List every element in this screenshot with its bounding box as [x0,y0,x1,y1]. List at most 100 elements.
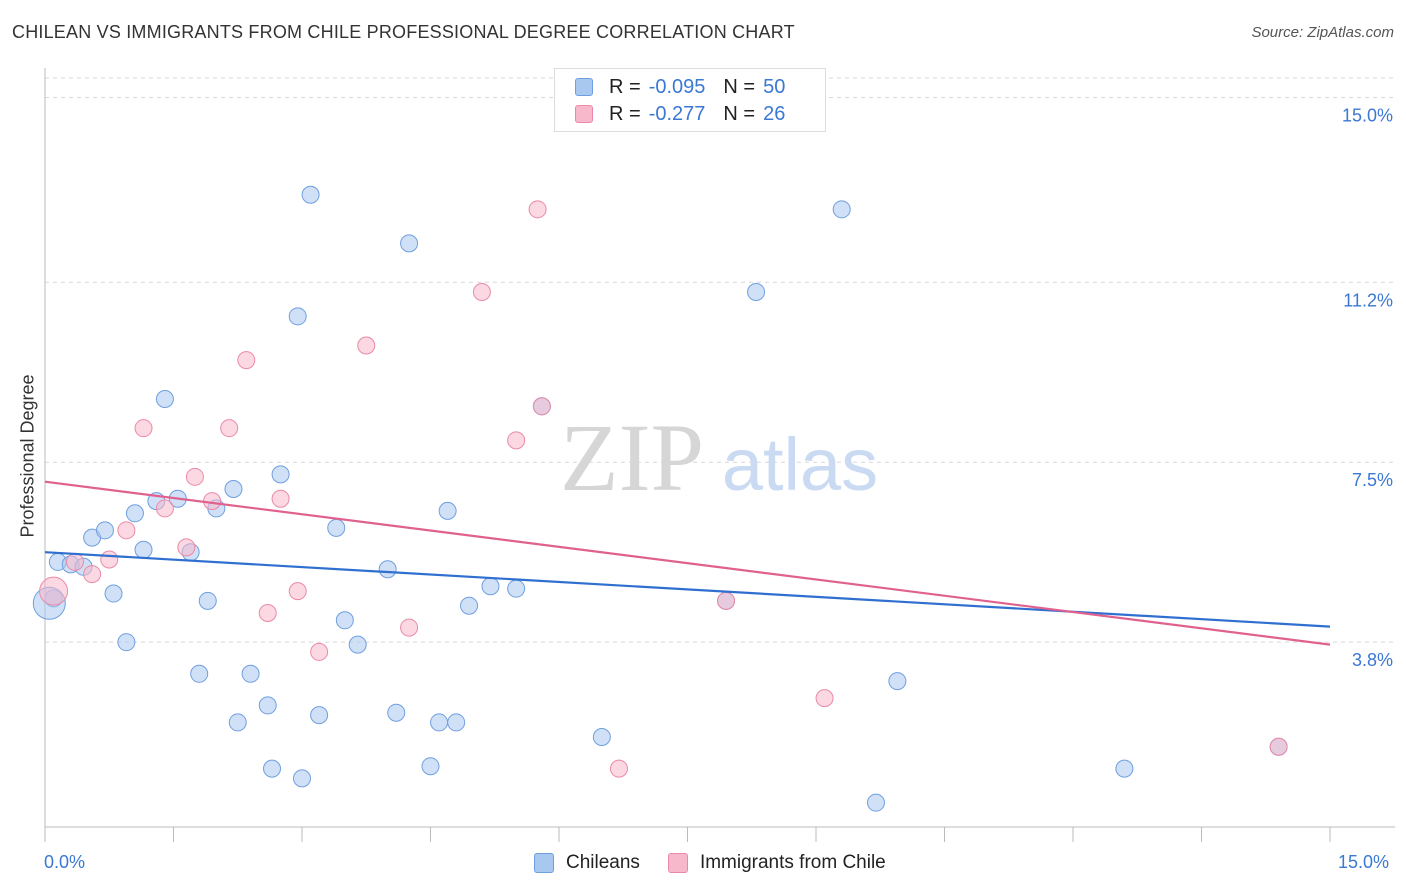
immigrant-trend-line [44,480,1331,646]
chilean-point [460,596,479,615]
chilean-point [224,479,243,498]
y-tick-labels: 3.8% 7.5% 11.2% 15.0% [1342,105,1393,670]
immigrant-point [357,336,376,355]
watermark-atlas: atlas [722,423,878,506]
chilean-point [866,793,885,812]
chilean-point [888,672,907,691]
n-value: 26 [763,102,786,125]
immigrant-point [717,591,736,610]
chilean-point [592,728,611,747]
chilean-point [198,591,217,610]
legend-label: Immigrants from Chile [699,852,886,873]
chilean-point [241,664,260,683]
chilean-trend-line [44,551,1331,628]
n-value: 50 [763,75,786,98]
chilean-point [125,504,144,523]
immigrant-point [100,550,119,569]
chilean-point [190,664,209,683]
chilean-point [263,759,282,778]
immigrant-point [117,521,136,540]
r-label: R = [609,75,641,98]
immigrant-point [177,538,196,557]
y-tick-label: 15.0% [1342,105,1393,125]
legend-row-chileans: R = -0.095 N = 50 [575,73,785,101]
watermark-zip: ZIP [560,404,704,511]
y-tick-label: 3.8% [1352,650,1393,670]
chilean-point [310,706,329,725]
immigrant-point [271,489,290,508]
chilean-point [1115,759,1134,778]
immigrant-point [310,642,329,661]
immigrant-point [155,499,174,518]
immigrant-point [609,759,628,778]
chilean-point [271,465,290,484]
chilean-point [293,769,311,788]
trend-lines [44,480,1331,646]
legend-item-chileans: Chileans [534,852,640,874]
chilean-point [228,713,247,732]
chilean-point [258,696,277,715]
immigrant-point [65,552,84,571]
chilean-point [104,584,123,603]
r-label: R = [609,102,641,125]
immigrant-point [472,283,491,301]
immigrant-point [400,618,419,637]
y-tick-label: 11.2% [1343,290,1393,310]
chilean-point [327,518,346,537]
immigrant-point [258,604,277,622]
x-tick-label-max: 15.0% [1338,852,1390,872]
n-label: N = [723,75,756,98]
chilean-point [832,200,851,219]
y-tick-label: 7.5% [1352,470,1393,490]
series-legend: Chileans Immigrants from Chile [534,852,914,874]
chilean-point [438,501,457,520]
immigrant-point [815,689,834,708]
chilean-point [301,185,320,204]
pink-swatch-icon [667,853,688,873]
legend-item-immigrants: Immigrants from Chile [667,852,886,874]
blue-swatch-icon [534,853,554,873]
chilean-point [288,307,307,326]
immigrant-point [185,467,204,486]
chilean-point [507,579,526,598]
chilean-point [95,521,114,540]
immigrant-point [1269,737,1288,756]
chilean-point [335,611,354,630]
chilean-point [430,713,449,732]
axes [44,68,1395,842]
immigrant-point [507,431,526,450]
chilean-point [447,713,466,732]
chilean-point [134,540,153,559]
legend-label: Chileans [566,852,640,873]
n-label: N = [723,102,756,125]
immigrant-point [528,200,547,219]
chilean-point [400,234,419,253]
immigrant-point [288,582,307,601]
immigrant-point [220,419,239,438]
y-axis-label: Professional Degree [17,374,38,538]
immigrant-point [134,419,153,438]
chilean-point [387,703,406,722]
legend-row-immigrants: R = -0.277 N = 26 [575,100,785,128]
source-credit: Source: ZipAtlas.com [1251,24,1394,41]
chilean-point [747,283,766,301]
r-value: -0.095 [648,75,706,98]
chilean-point [481,577,500,596]
r-value: -0.277 [648,102,706,125]
chilean-point [155,390,174,408]
x-tick-label-min: 0.0% [44,852,86,872]
chilean-point [117,633,136,652]
chilean-point [378,560,397,579]
correlation-legend: R = -0.095 N = 50 R = -0.277 N = 26 [554,68,826,132]
chart-title: CHILEAN VS IMMIGRANTS FROM CHILE PROFESS… [12,22,795,42]
chilean-point [348,635,367,654]
chilean-point [421,757,440,776]
immigrant-point [39,576,69,606]
immigrant-point [237,351,256,370]
data-points [32,185,1288,812]
immigrant-point [83,565,102,584]
immigrant-point [532,397,551,416]
blue-swatch-icon [575,78,593,96]
pink-swatch-icon [575,105,593,123]
